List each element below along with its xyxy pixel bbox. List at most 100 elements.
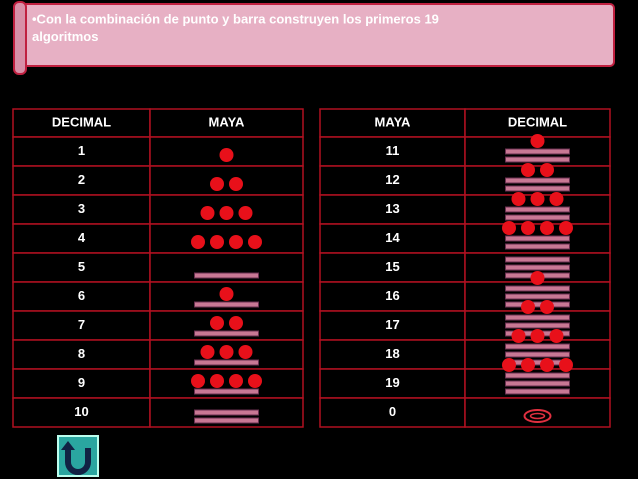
maya-dot [238, 345, 253, 359]
decimal-number: 16 [385, 288, 399, 303]
maya-dot [540, 163, 554, 177]
table-cell [319, 397, 466, 428]
table-cell [12, 252, 151, 283]
maya-bar [505, 285, 570, 292]
header-text: DECIMAL [52, 114, 111, 129]
maya-bar [505, 256, 570, 263]
decimal-number: 17 [385, 317, 399, 332]
maya-dot [200, 345, 215, 359]
maya-dot [229, 374, 243, 388]
header-cell [149, 108, 304, 138]
decimal-number: 4 [78, 230, 86, 245]
maya-bar [505, 185, 570, 192]
maya-dot [530, 329, 545, 343]
maya-dot [511, 192, 526, 206]
maya-bar [505, 343, 570, 350]
decimal-number: 6 [78, 288, 85, 303]
maya-dot [521, 221, 535, 235]
button-arrowhead[interactable] [61, 441, 75, 450]
maya-bar [505, 214, 570, 221]
maya-bar [505, 322, 570, 329]
decimal-number: 8 [78, 346, 85, 361]
maya-bar [505, 314, 570, 321]
maya-dot [530, 192, 545, 206]
maya-bar [505, 206, 570, 213]
decimal-number: 7 [78, 317, 85, 332]
table-cell [149, 165, 304, 196]
table-cell [319, 136, 466, 167]
title-banner: •Con la combinación de punto y barra con… [13, 1, 615, 75]
maya-dot [210, 177, 224, 191]
maya-dot [502, 358, 516, 372]
table-cell [319, 368, 466, 399]
maya-dot [191, 235, 205, 249]
maya-dot [540, 358, 554, 372]
maya-bar [194, 359, 259, 366]
maya-bar [505, 301, 570, 308]
maya-bar [194, 388, 259, 395]
button-arrow[interactable] [65, 448, 91, 475]
maya-bar [194, 330, 259, 337]
maya-dot [238, 206, 253, 220]
maya-bar [505, 380, 570, 387]
maya-dot [248, 235, 262, 249]
maya-dot [229, 177, 243, 191]
maya-dot [530, 271, 545, 285]
maya-dot [521, 163, 535, 177]
header-text: DECIMAL [508, 114, 567, 129]
table-cell [319, 194, 466, 225]
maya-bar [194, 417, 259, 424]
maya-bar [505, 156, 570, 163]
maya-dot [219, 206, 234, 220]
maya-dot [210, 374, 224, 388]
table-cell [319, 223, 466, 254]
maya-dot [559, 358, 573, 372]
decimal-number: 19 [385, 375, 399, 390]
maya-dot [502, 221, 516, 235]
maya-shell [523, 409, 552, 423]
decimal-number: 9 [78, 375, 85, 390]
decimal-number: 2 [78, 172, 85, 187]
maya-dot [530, 134, 545, 148]
maya-bar [194, 272, 259, 279]
maya-dot [219, 148, 234, 162]
maya-bar [505, 351, 570, 358]
maya-dot [200, 206, 215, 220]
table-cell [12, 397, 151, 428]
maya-dot [521, 300, 535, 314]
maya-bar [505, 148, 570, 155]
maya-dot [540, 221, 554, 235]
maya-bar [505, 235, 570, 242]
table-cell [464, 223, 611, 254]
table-cell [319, 252, 466, 283]
table-cell [319, 281, 466, 312]
maya-dot [229, 316, 243, 330]
maya-bar [505, 243, 570, 250]
maya-dot [549, 192, 564, 206]
maya-bar [505, 293, 570, 300]
header-text: MAYA [209, 114, 246, 129]
decimal-number: 1 [78, 143, 85, 158]
maya-bar [505, 264, 570, 271]
maya-dot [248, 374, 262, 388]
decimal-number: 3 [78, 201, 85, 216]
maya-shell [529, 412, 546, 420]
maya-dot [210, 316, 224, 330]
decimal-number: 14 [385, 230, 400, 245]
header-cell [12, 108, 151, 138]
maya-bar [505, 388, 570, 395]
maya-dot [540, 300, 554, 314]
decimal-number: 18 [385, 346, 399, 361]
maya-dot [191, 374, 205, 388]
return-button[interactable] [57, 435, 99, 477]
banner-scroll [13, 1, 27, 75]
decimal-number: 15 [385, 259, 399, 274]
decimal-number: 12 [385, 172, 399, 187]
decimal-number: 13 [385, 201, 399, 216]
maya-dot [559, 221, 573, 235]
maya-bar [505, 372, 570, 379]
maya-dot [210, 235, 224, 249]
maya-dot [511, 329, 526, 343]
header-text: MAYA [375, 114, 412, 129]
